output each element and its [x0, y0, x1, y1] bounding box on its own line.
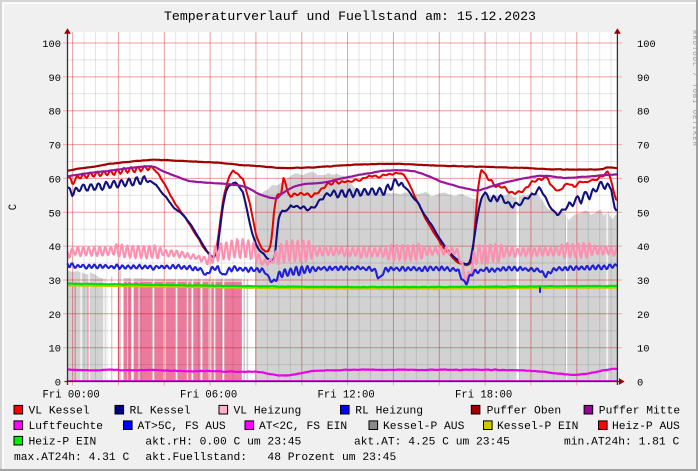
svg-text:VL Heizung: VL Heizung: [234, 406, 302, 418]
svg-text:Kessel-P EIN: Kessel-P EIN: [497, 421, 578, 433]
svg-text:min.AT24h: 1.81 C: min.AT24h: 1.81 C: [564, 437, 679, 449]
svg-text:20: 20: [637, 310, 649, 322]
svg-text:80: 80: [49, 107, 61, 119]
svg-text:Puffer Oben: Puffer Oben: [487, 406, 562, 418]
svg-text:50: 50: [49, 208, 61, 220]
svg-text:Puffer Mitte: Puffer Mitte: [599, 406, 681, 418]
svg-text:RL Heizung: RL Heizung: [355, 406, 423, 418]
svg-text:VL Kessel: VL Kessel: [29, 406, 90, 418]
svg-text:Fri 00:00: Fri 00:00: [42, 390, 99, 402]
svg-text:70: 70: [637, 141, 649, 153]
svg-text:100: 100: [42, 39, 61, 51]
svg-text:max.AT24h: 4.31 C: max.AT24h: 4.31 C: [14, 452, 129, 464]
svg-text:80: 80: [637, 107, 649, 119]
svg-text:10: 10: [49, 344, 61, 356]
svg-text:Heiz-P AUS: Heiz-P AUS: [612, 421, 680, 433]
svg-text:50: 50: [637, 208, 649, 220]
svg-text:Luftfeuchte: Luftfeuchte: [29, 421, 104, 433]
svg-text:AT>5C, FS AUS: AT>5C, FS AUS: [138, 421, 226, 433]
svg-text:0: 0: [637, 378, 643, 390]
svg-text:20: 20: [49, 310, 61, 322]
svg-text:70: 70: [49, 141, 61, 153]
svg-text:Temperaturverlauf und Fuellsta: Temperaturverlauf und Fuellstand am: 15.…: [164, 9, 536, 24]
svg-text:Fri 18:00: Fri 18:00: [455, 390, 512, 402]
svg-text:60: 60: [637, 174, 649, 186]
svg-text:40: 40: [49, 242, 61, 254]
svg-text:RL Kessel: RL Kessel: [130, 406, 191, 418]
svg-text:akt.Fuellstand: 48 Prozent u: akt.Fuellstand: 48 Prozent um 23:45: [145, 452, 396, 464]
svg-text:RRDTOOL / TOBI OETIKER: RRDTOOL / TOBI OETIKER: [690, 30, 698, 147]
svg-text:100: 100: [637, 39, 656, 51]
svg-text:akt.rH: 0.00 C um 23:45: akt.rH: 0.00 C um 23:45: [145, 437, 301, 449]
svg-text:0: 0: [55, 378, 61, 390]
svg-text:AT<2C, FS EIN: AT<2C, FS EIN: [259, 421, 347, 433]
svg-text:Fri 06:00: Fri 06:00: [180, 390, 237, 402]
svg-text:60: 60: [49, 174, 61, 186]
svg-text:Heiz-P EIN: Heiz-P EIN: [29, 437, 97, 449]
svg-text:Fri 12:00: Fri 12:00: [317, 390, 374, 402]
svg-text:C: C: [8, 204, 20, 210]
svg-text:30: 30: [49, 276, 61, 288]
svg-text:40: 40: [637, 242, 649, 254]
svg-text:akt.AT: 4.25 C um 23:45: akt.AT: 4.25 C um 23:45: [354, 437, 510, 449]
svg-text:Kessel-P AUS: Kessel-P AUS: [383, 421, 465, 433]
svg-text:90: 90: [49, 73, 61, 85]
svg-text:90: 90: [637, 73, 649, 85]
svg-text:30: 30: [637, 276, 649, 288]
svg-text:10: 10: [637, 344, 649, 356]
